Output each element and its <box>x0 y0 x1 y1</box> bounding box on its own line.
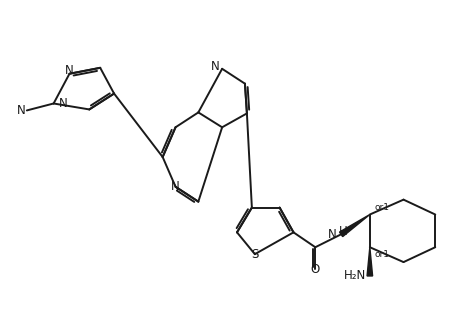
Text: O: O <box>310 263 320 275</box>
Text: N: N <box>328 228 337 241</box>
Text: N: N <box>17 104 26 117</box>
Text: N: N <box>171 180 180 193</box>
Text: H₂N: H₂N <box>344 269 366 282</box>
Polygon shape <box>339 215 370 237</box>
Text: H: H <box>339 225 347 238</box>
Text: or1: or1 <box>375 250 390 259</box>
Text: N: N <box>210 60 219 73</box>
Text: S: S <box>251 248 258 261</box>
Text: N: N <box>59 97 67 110</box>
Polygon shape <box>367 247 373 276</box>
Text: N: N <box>65 64 74 77</box>
Text: or1: or1 <box>375 203 390 211</box>
